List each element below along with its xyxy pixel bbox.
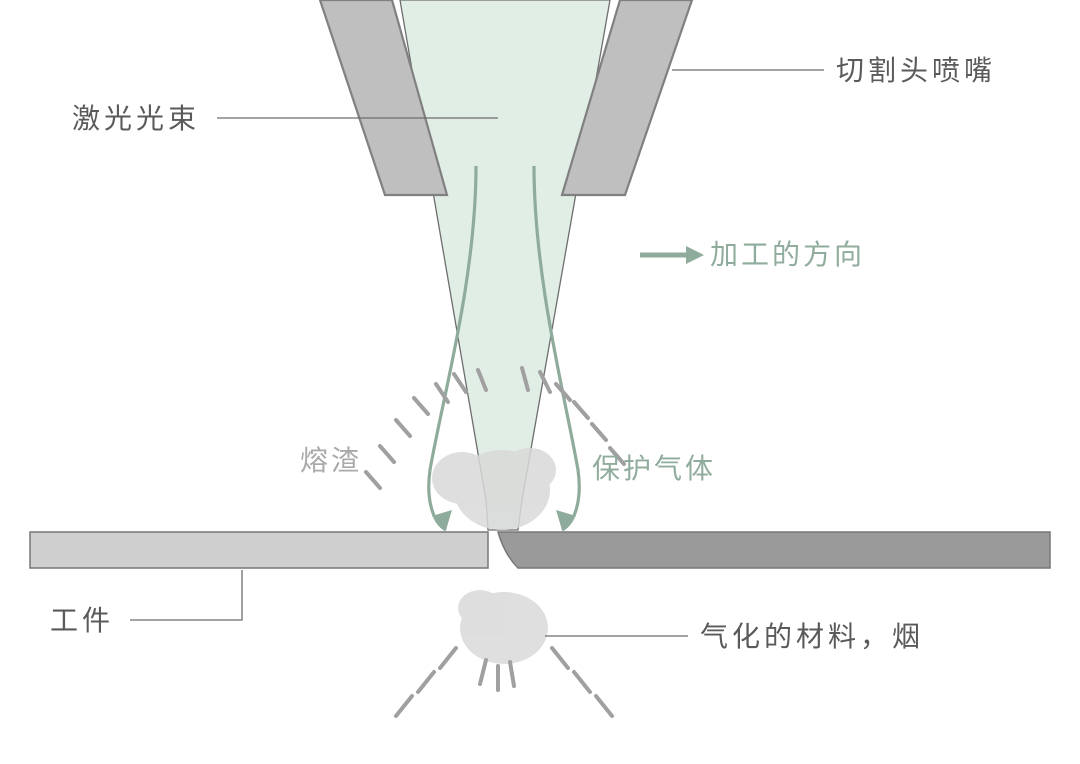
- vapor-blob: [458, 590, 548, 664]
- processing-direction-arrow: [640, 246, 704, 264]
- label-laser-beam: 激光光束: [72, 103, 200, 134]
- laser-cutting-diagram: 激光光束 切割头喷嘴 加工的方向 熔渣 保护气体 工件 气化的材料，烟: [0, 0, 1080, 764]
- label-workpiece: 工件: [50, 605, 114, 636]
- label-processing-direction: 加工的方向: [710, 239, 865, 270]
- workpiece: [30, 532, 1050, 568]
- label-nozzle: 切割头喷嘴: [836, 55, 996, 86]
- slag-blobs: [432, 448, 556, 530]
- label-slag: 熔渣: [300, 445, 362, 476]
- label-shielding-gas: 保护气体: [592, 453, 716, 484]
- label-vapor: 气化的材料，烟: [700, 621, 924, 652]
